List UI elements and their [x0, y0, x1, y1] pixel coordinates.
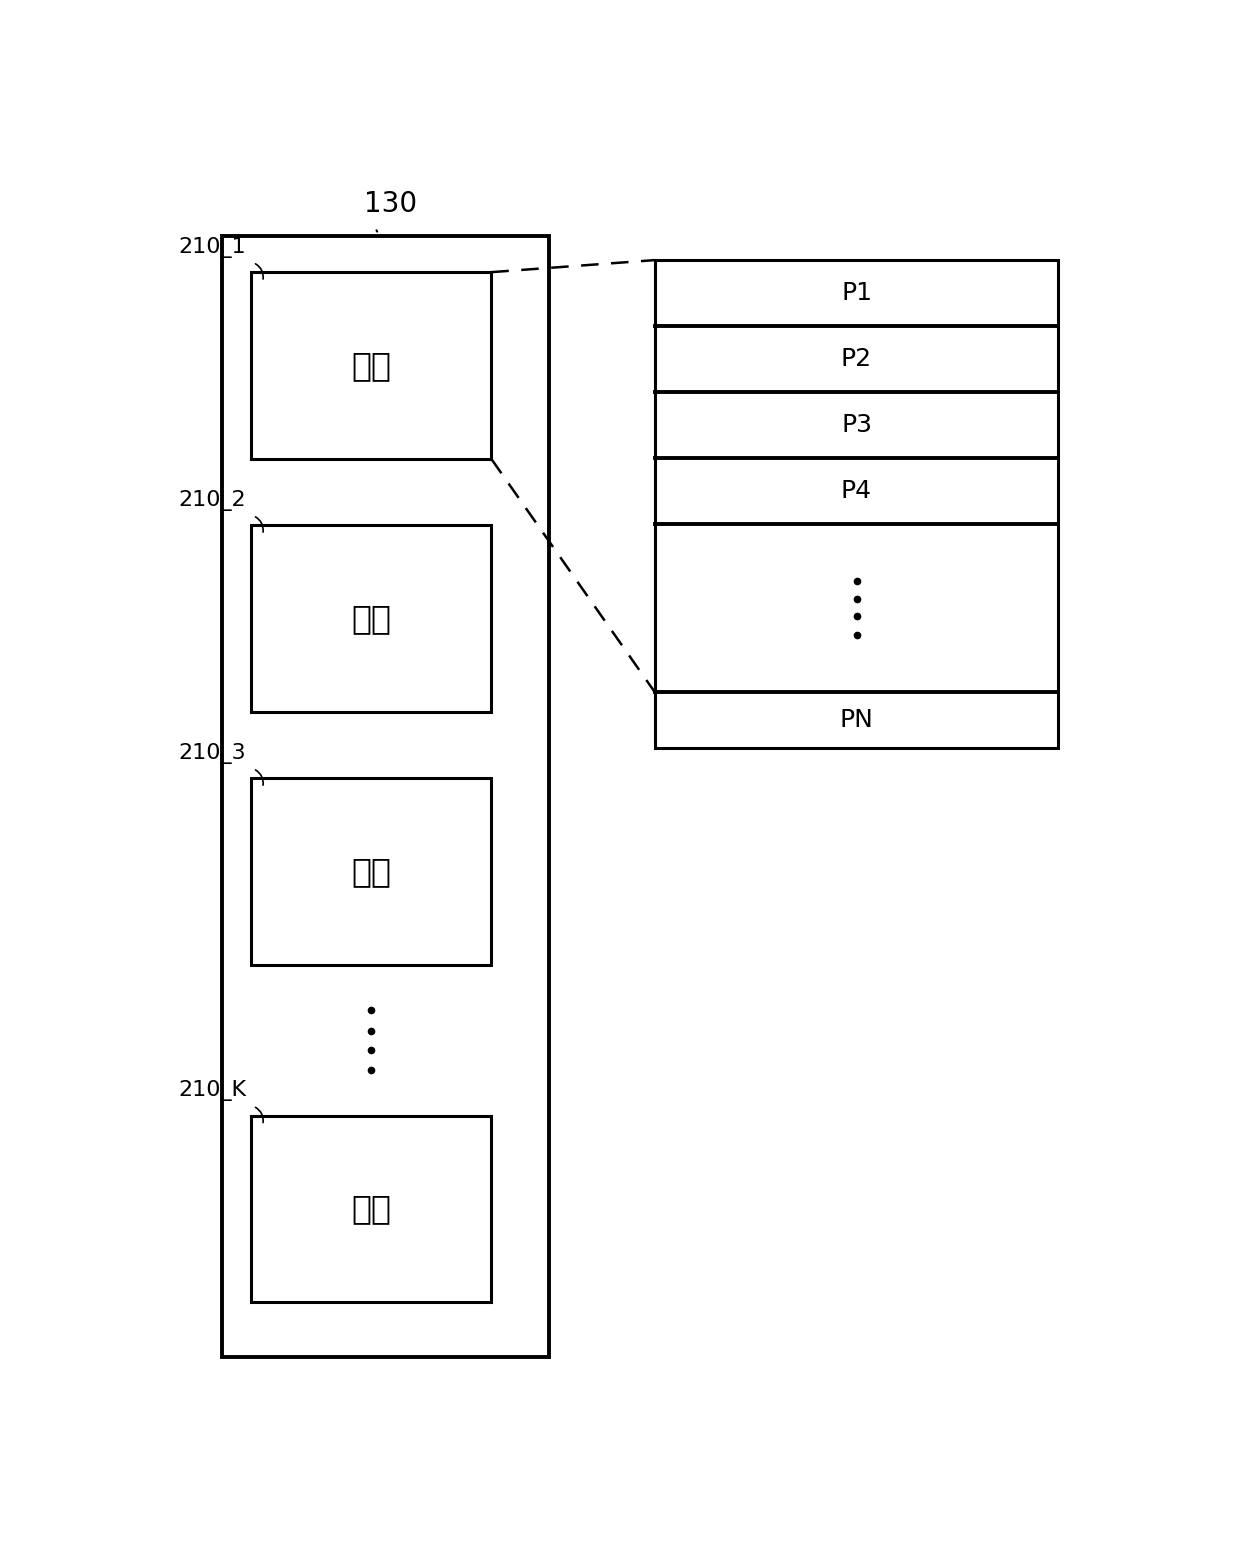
Text: P4: P4	[841, 479, 872, 502]
Bar	[250, 526, 491, 712]
Bar	[655, 260, 1058, 748]
Text: 210_3: 210_3	[179, 743, 247, 764]
Text: P1: P1	[841, 282, 872, 305]
Bar	[250, 1116, 491, 1302]
Text: 130: 130	[363, 189, 417, 218]
Text: PN: PN	[839, 707, 873, 732]
Bar	[250, 778, 491, 966]
Text: P2: P2	[841, 347, 872, 371]
Text: 区块: 区块	[351, 854, 392, 889]
Text: 区块: 区块	[351, 1193, 392, 1225]
Text: 210_K: 210_K	[179, 1080, 247, 1102]
Bar	[222, 236, 549, 1357]
Text: 210_2: 210_2	[179, 490, 247, 510]
Text: 区块: 区块	[351, 349, 392, 382]
Text: 区块: 区块	[351, 603, 392, 635]
Text: 210_1: 210_1	[179, 236, 247, 258]
Bar	[250, 272, 491, 459]
Text: P3: P3	[841, 413, 872, 437]
